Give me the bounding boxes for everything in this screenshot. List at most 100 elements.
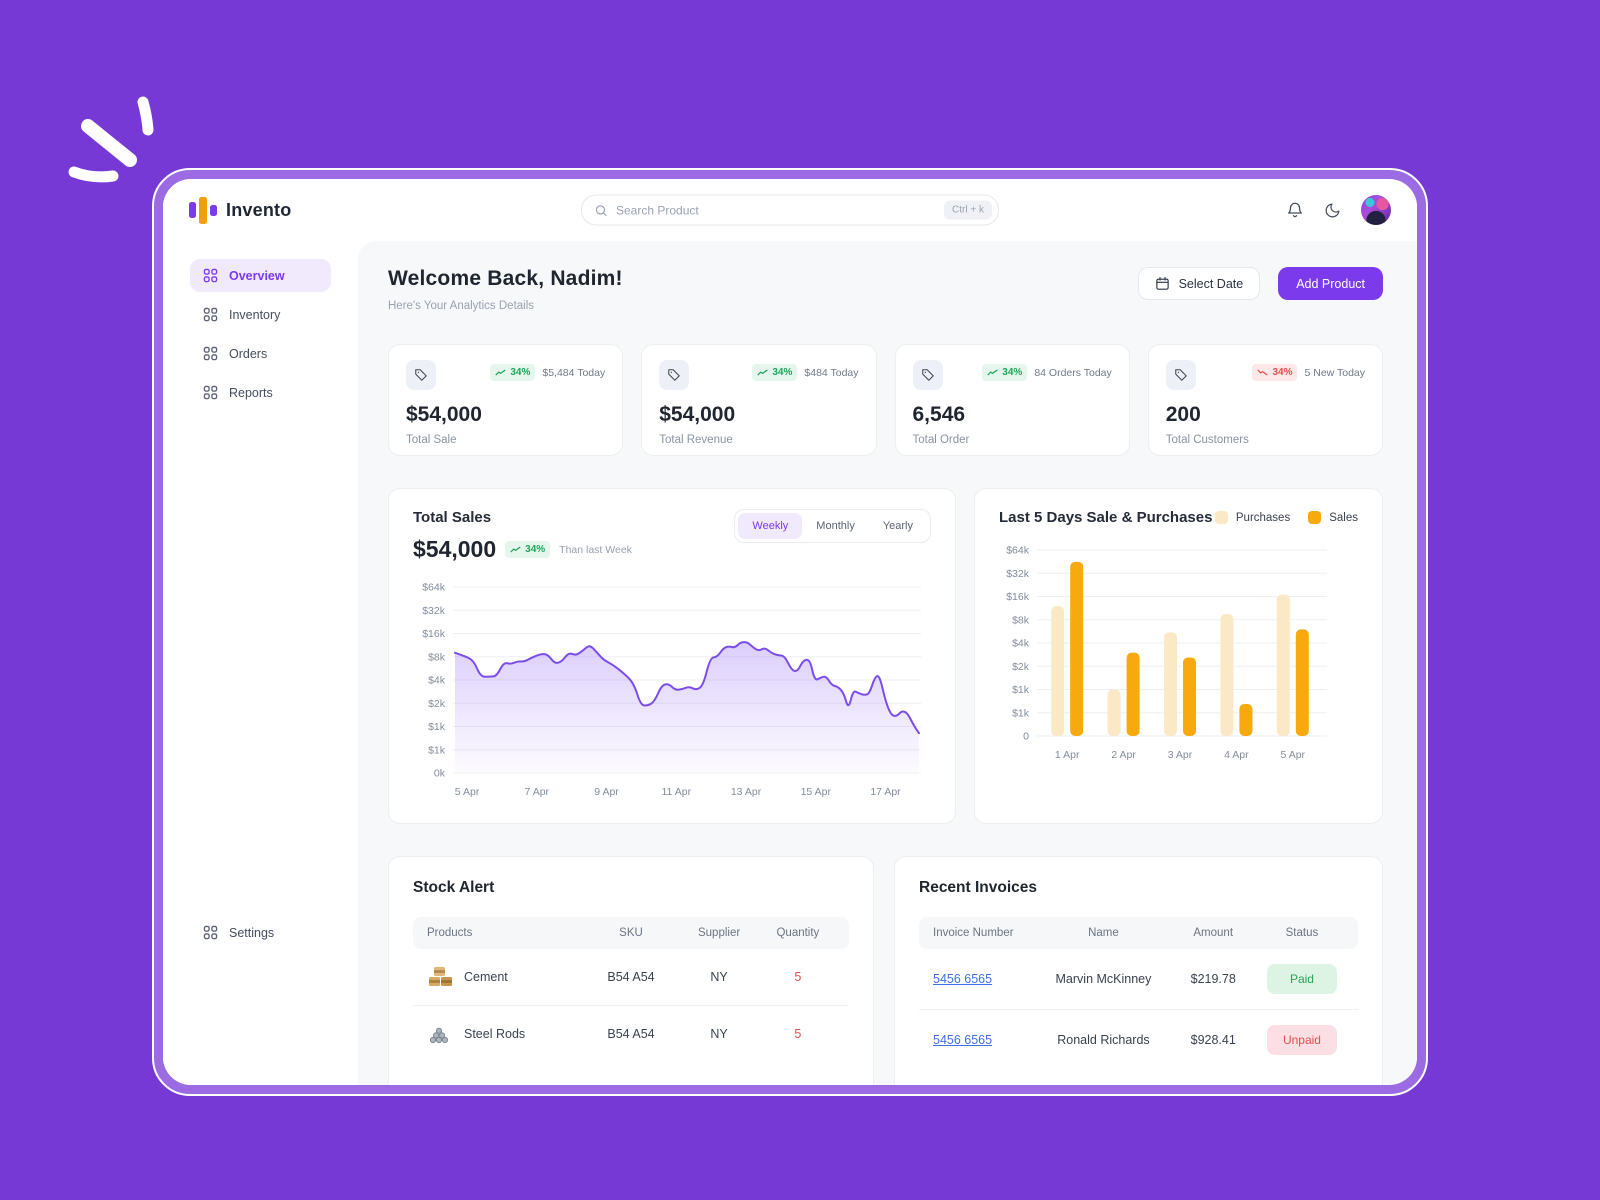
stock-alert-card: Stock Alert Products SKU Supplier Quanti… — [388, 856, 874, 1085]
tab-monthly[interactable]: Monthly — [802, 513, 869, 539]
svg-text:$4k: $4k — [1012, 638, 1030, 650]
stat-card-total-revenue: 34% $484 Today $54,000 Total Revenue — [641, 344, 877, 456]
sales-swatch — [1308, 511, 1322, 524]
svg-text:$1k: $1k — [428, 721, 446, 733]
product-name: Steel Rods — [464, 1027, 526, 1041]
main-content: Welcome Back, Nadim! Here's Your Analyti… — [358, 241, 1417, 1085]
stat-note: 84 Orders Today — [1034, 366, 1112, 379]
svg-text:4 Apr: 4 Apr — [1224, 749, 1249, 761]
svg-text:1 Apr: 1 Apr — [1055, 749, 1080, 761]
trend-down-icon — [1257, 369, 1268, 376]
sidebar-item-inventory[interactable]: Inventory — [190, 298, 331, 331]
amount-cell: $928.41 — [1190, 1033, 1236, 1047]
svg-text:13 Apr: 13 Apr — [731, 786, 762, 798]
legend-sales: Sales — [1308, 511, 1358, 524]
purchases-swatch — [1214, 511, 1228, 524]
search-shortcut-badge: Ctrl + k — [944, 200, 992, 220]
search-box[interactable]: Ctrl + k — [581, 194, 999, 226]
recent-invoices-title: Recent Invoices — [919, 879, 1038, 896]
sale-purchases-title: Last 5 Days Sale & Purchases — [999, 509, 1213, 526]
stock-alert-header: Products SKU Supplier Quantity — [413, 917, 849, 949]
stats-row: 34% $5,484 Today $54,000 Total Sale 34% … — [388, 344, 1383, 456]
trend-badge: 34% — [505, 541, 551, 558]
trend-up-icon — [757, 369, 768, 376]
svg-text:$32k: $32k — [422, 605, 446, 617]
stat-value: $54,000 — [406, 403, 482, 426]
sidebar-item-label: Settings — [229, 925, 275, 940]
svg-text:$8k: $8k — [428, 651, 446, 663]
page-subtitle: Here's Your Analytics Details — [388, 300, 535, 312]
cement-icon — [429, 967, 452, 986]
trend-badge: 34% — [1252, 364, 1298, 381]
total-sales-note: Than last Week — [559, 543, 632, 556]
stat-value: $54,000 — [659, 403, 736, 426]
add-product-button[interactable]: Add Product — [1278, 267, 1383, 300]
svg-text:$4k: $4k — [428, 675, 446, 687]
svg-text:7 Apr: 7 Apr — [525, 786, 550, 798]
period-tabs: Weekly Monthly Yearly — [734, 509, 931, 543]
stat-card-total-customers: 34% 5 New Today 200 Total Customers — [1147, 344, 1383, 456]
grid-icon — [203, 385, 218, 400]
total-sales-title: Total Sales — [413, 509, 492, 526]
amount-cell: $219.78 — [1190, 972, 1236, 986]
dark-mode-toggle[interactable] — [1324, 202, 1341, 219]
sidebar-item-overview[interactable]: Overview — [190, 259, 331, 292]
invoice-number-link[interactable]: 5456 6565 — [933, 1033, 993, 1047]
notifications-button[interactable] — [1286, 201, 1304, 219]
decorative-swoosh — [68, 96, 154, 183]
svg-text:17 Apr: 17 Apr — [870, 786, 901, 798]
svg-text:$32k: $32k — [1006, 568, 1030, 580]
grid-icon — [203, 346, 218, 361]
svg-text:$8k: $8k — [1012, 614, 1030, 626]
customer-name: Marvin McKinney — [1055, 972, 1152, 986]
trend-up-icon — [495, 369, 506, 376]
grid-icon — [203, 268, 218, 283]
sidebar-item-settings[interactable]: Settings — [190, 916, 331, 949]
tag-icon — [912, 360, 943, 390]
invoice-number-link[interactable]: 5456 6565 — [933, 972, 993, 986]
table-row: Steel Rods B54 A54 NY 5 — [413, 1005, 849, 1062]
tab-yearly[interactable]: Yearly — [869, 513, 927, 539]
product-name: Cement — [464, 970, 508, 984]
supplier-cell: NY — [710, 970, 728, 984]
svg-text:15 Apr: 15 Apr — [801, 786, 832, 798]
page-title: Welcome Back, Nadim! — [388, 267, 623, 290]
calendar-icon — [1155, 277, 1169, 290]
stat-value: 200 — [1165, 403, 1201, 426]
stat-card-total-order: 34% 84 Orders Today 6,546 Total Order — [894, 344, 1130, 456]
tag-icon — [659, 360, 690, 390]
select-date-button[interactable]: Select Date — [1137, 267, 1261, 300]
logo-bars-icon — [189, 196, 217, 224]
stat-note: 5 New Today — [1304, 366, 1365, 379]
svg-text:2 Apr: 2 Apr — [1111, 749, 1136, 761]
search-input[interactable] — [616, 203, 937, 217]
app-name: Invento — [226, 199, 292, 220]
status-badge: Unpaid — [1266, 1025, 1337, 1055]
quantity-cell: 5 — [794, 1027, 802, 1041]
svg-text:5 Apr: 5 Apr — [455, 786, 480, 798]
stat-note: $484 Today — [804, 366, 859, 379]
stat-note: $5,484 Today — [542, 366, 606, 379]
tab-weekly[interactable]: Weekly — [738, 513, 803, 539]
svg-text:$16k: $16k — [422, 628, 446, 640]
customer-name: Ronald Richards — [1057, 1033, 1150, 1047]
sku-cell: B54 A54 — [607, 1027, 655, 1041]
svg-text:5 Apr: 5 Apr — [1281, 749, 1306, 761]
svg-text:$1k: $1k — [428, 744, 446, 756]
user-avatar[interactable] — [1361, 195, 1391, 225]
table-row: 5456 6565 Marvin McKinney $219.78 Paid — [919, 949, 1358, 1009]
stat-label: Total Order — [912, 434, 970, 446]
topbar-actions — [1286, 195, 1391, 225]
tag-icon — [1165, 360, 1196, 390]
svg-text:$64k: $64k — [422, 582, 446, 594]
stat-label: Total Sale — [406, 434, 457, 446]
sidebar-item-reports[interactable]: Reports — [190, 376, 331, 409]
sidebar-item-label: Reports — [229, 385, 273, 400]
svg-text:$2k: $2k — [1012, 661, 1030, 673]
svg-text:$64k: $64k — [1006, 545, 1030, 557]
trend-up-icon — [510, 546, 521, 553]
dashboard-frame: Invento Ctrl + k Overview Inve — [152, 168, 1428, 1096]
sidebar-item-label: Orders — [229, 346, 268, 361]
svg-text:9 Apr: 9 Apr — [594, 786, 619, 798]
sidebar-item-orders[interactable]: Orders — [190, 337, 331, 370]
